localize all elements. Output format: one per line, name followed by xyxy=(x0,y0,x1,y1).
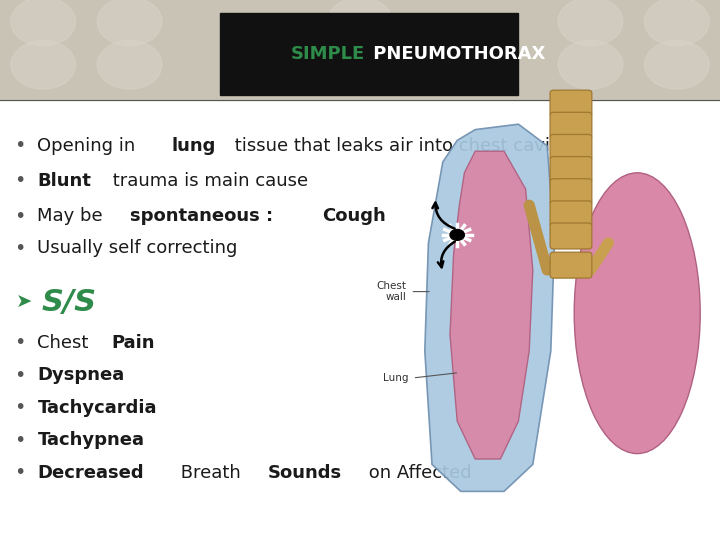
Text: •: • xyxy=(14,206,26,226)
Text: •: • xyxy=(14,430,26,450)
Text: Lung: Lung xyxy=(384,373,409,383)
Circle shape xyxy=(644,40,709,89)
Text: Chest: Chest xyxy=(37,334,94,352)
Text: Breath: Breath xyxy=(175,463,246,482)
Text: Decreased: Decreased xyxy=(37,463,144,482)
Text: ➤: ➤ xyxy=(16,293,32,312)
Circle shape xyxy=(328,0,392,46)
Ellipse shape xyxy=(575,173,701,454)
Text: Cough: Cough xyxy=(323,207,386,225)
FancyBboxPatch shape xyxy=(550,223,592,249)
Circle shape xyxy=(558,0,623,46)
Text: •: • xyxy=(14,398,26,417)
Text: tissue that leaks air into chest cavity: tissue that leaks air into chest cavity xyxy=(229,137,567,155)
Text: Pain: Pain xyxy=(111,334,155,352)
Text: Tachypnea: Tachypnea xyxy=(37,431,145,449)
Polygon shape xyxy=(425,124,554,491)
FancyBboxPatch shape xyxy=(550,134,592,160)
Bar xyxy=(220,14,518,94)
Circle shape xyxy=(450,230,464,240)
Text: SIMPLE: SIMPLE xyxy=(291,45,365,63)
Circle shape xyxy=(11,40,76,89)
Polygon shape xyxy=(450,151,533,459)
Circle shape xyxy=(644,0,709,46)
Circle shape xyxy=(97,40,162,89)
Text: Dyspnea: Dyspnea xyxy=(37,366,125,384)
Text: •: • xyxy=(14,366,26,385)
Text: Blunt: Blunt xyxy=(37,172,91,190)
Text: Chest
wall: Chest wall xyxy=(377,281,407,302)
Circle shape xyxy=(97,0,162,46)
Text: on Affected: on Affected xyxy=(363,463,472,482)
Text: Tachycardia: Tachycardia xyxy=(37,399,157,417)
Text: Opening in: Opening in xyxy=(37,137,141,155)
Bar xyxy=(0,0,720,100)
Text: PNEUMOTHORAX: PNEUMOTHORAX xyxy=(366,45,545,63)
Text: •: • xyxy=(14,171,26,191)
FancyBboxPatch shape xyxy=(550,201,592,227)
Text: Sounds: Sounds xyxy=(267,463,341,482)
Text: Usually self correcting: Usually self correcting xyxy=(37,239,238,258)
Text: S/S: S/S xyxy=(42,288,97,317)
FancyBboxPatch shape xyxy=(550,179,592,205)
Circle shape xyxy=(328,40,392,89)
FancyBboxPatch shape xyxy=(550,157,592,183)
FancyBboxPatch shape xyxy=(550,252,592,278)
Text: •: • xyxy=(14,463,26,482)
Text: May be: May be xyxy=(37,207,109,225)
Text: •: • xyxy=(14,239,26,258)
Circle shape xyxy=(558,40,623,89)
Text: •: • xyxy=(14,136,26,156)
Text: trauma is main cause: trauma is main cause xyxy=(107,172,308,190)
FancyBboxPatch shape xyxy=(550,90,592,116)
Circle shape xyxy=(11,0,76,46)
FancyBboxPatch shape xyxy=(550,112,592,138)
Text: spontaneous :: spontaneous : xyxy=(130,207,279,225)
Text: •: • xyxy=(14,333,26,353)
Text: lung: lung xyxy=(171,137,216,155)
